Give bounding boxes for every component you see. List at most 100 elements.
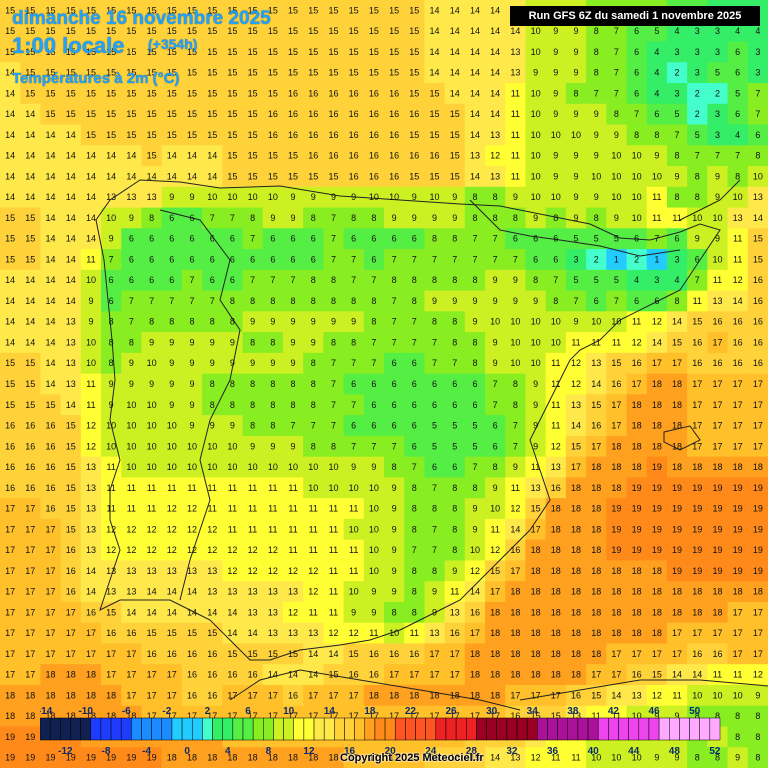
temperature-cell [485, 0, 506, 22]
temperature-cell [262, 166, 284, 188]
temperature-value: 4 [654, 88, 659, 98]
temperature-value: 17 [66, 628, 76, 638]
temperature-cell [141, 145, 163, 167]
temperature-cell [384, 207, 405, 229]
temperature-value: 8 [493, 192, 498, 202]
temperature-cell [586, 560, 607, 582]
temperature-cell [626, 456, 648, 479]
temperature-value: 9 [472, 504, 477, 514]
temperature-value: 14 [5, 337, 15, 347]
temperature-cell [242, 83, 264, 105]
temperature-value: 6 [432, 462, 437, 472]
temperature-value: 8 [755, 151, 760, 161]
legend-swatch [537, 717, 548, 741]
temperature-cell [747, 539, 768, 562]
temperature-value: 8 [250, 400, 255, 410]
temperature-cell [242, 456, 264, 479]
legend-swatch [699, 717, 711, 741]
temperature-cell [343, 352, 365, 375]
temperature-cell [505, 643, 527, 665]
temperature-value: 10 [86, 358, 96, 368]
temperature-value: 9 [189, 400, 194, 410]
temperature-cell [181, 41, 203, 63]
temperature-cell [727, 20, 749, 43]
temperature-value: 7 [392, 337, 397, 347]
temperature-value: 14 [66, 171, 76, 181]
temperature-value: 15 [46, 88, 56, 98]
temperature-value: 11 [369, 628, 378, 638]
temperature-value: 9 [210, 421, 215, 431]
temperature-cell [101, 41, 122, 63]
temperature-value: 14 [25, 337, 35, 347]
temperature-cell [606, 518, 628, 541]
temperature-cell [404, 41, 426, 63]
temperature-value: 17 [571, 462, 581, 472]
temperature-cell [60, 20, 82, 43]
temperature-cell [505, 352, 527, 375]
temperature-cell [565, 145, 587, 167]
temperature-cell [586, 311, 607, 333]
temperature-value: 15 [248, 88, 258, 98]
temperature-value: 9 [351, 192, 356, 202]
temperature-cell [181, 373, 203, 395]
temperature-value: 10 [632, 711, 642, 721]
legend-swatch [506, 717, 518, 741]
temperature-value: 16 [5, 483, 15, 493]
legend-swatch [151, 717, 163, 741]
temperature-value: 8 [392, 607, 397, 617]
temperature-cell [141, 352, 163, 375]
temperature-cell [626, 560, 648, 582]
temperature-value: 13 [308, 628, 318, 638]
temperature-cell [282, 684, 304, 707]
temperature-value: 6 [149, 254, 154, 264]
temperature-value: 17 [86, 649, 96, 659]
temperature-value: 17 [531, 524, 541, 534]
temperature-value: 11 [329, 545, 338, 555]
temperature-cell [384, 622, 405, 645]
temperature-cell [60, 560, 82, 582]
temperature-cell [707, 415, 729, 437]
temperature-cell [141, 228, 163, 250]
temperature-cell [464, 643, 486, 665]
temperature-value: 10 [531, 151, 541, 161]
temperature-cell [161, 269, 183, 292]
temperature-value: 9 [270, 358, 275, 368]
temperature-cell [565, 684, 587, 707]
temperature-cell [525, 145, 547, 167]
temperature-value: 8 [331, 337, 336, 347]
temperature-value: 8 [553, 213, 558, 223]
temperature-cell [464, 290, 486, 312]
temperature-value: 14 [66, 275, 76, 285]
temperature-value: 17 [5, 587, 15, 597]
temperature-cell [727, 726, 749, 748]
temperature-value: 15 [66, 26, 76, 36]
temperature-cell [606, 352, 628, 375]
temperature-value: 12 [126, 524, 136, 534]
temperature-cell [747, 726, 768, 748]
temperature-value: 15 [207, 88, 217, 98]
temperature-value: 14 [5, 296, 15, 306]
temperature-value: 9 [452, 213, 457, 223]
temperature-cell [202, 332, 223, 354]
temperature-cell [20, 249, 42, 271]
temperature-cell [464, 249, 486, 271]
temperature-value: 9 [210, 337, 215, 347]
temperature-cell [505, 373, 527, 395]
temperature-value: 19 [611, 504, 621, 514]
temperature-value: 15 [227, 151, 237, 161]
temperature-value: 15 [147, 130, 157, 140]
temperature-cell [80, 539, 102, 562]
temperature-cell [363, 124, 385, 146]
temperature-cell [161, 41, 183, 63]
temperature-cell [262, 415, 284, 437]
temperature-value: 14 [5, 130, 15, 140]
temperature-value: 14 [46, 379, 56, 389]
temperature-value: 18 [571, 607, 581, 617]
temperature-cell [565, 581, 587, 603]
temperature-value: 6 [169, 254, 174, 264]
temperature-value: 6 [351, 234, 356, 244]
temperature-value: 18 [632, 566, 642, 576]
temperature-cell [181, 249, 203, 271]
temperature-cell [222, 332, 244, 354]
temperature-cell [404, 311, 426, 333]
